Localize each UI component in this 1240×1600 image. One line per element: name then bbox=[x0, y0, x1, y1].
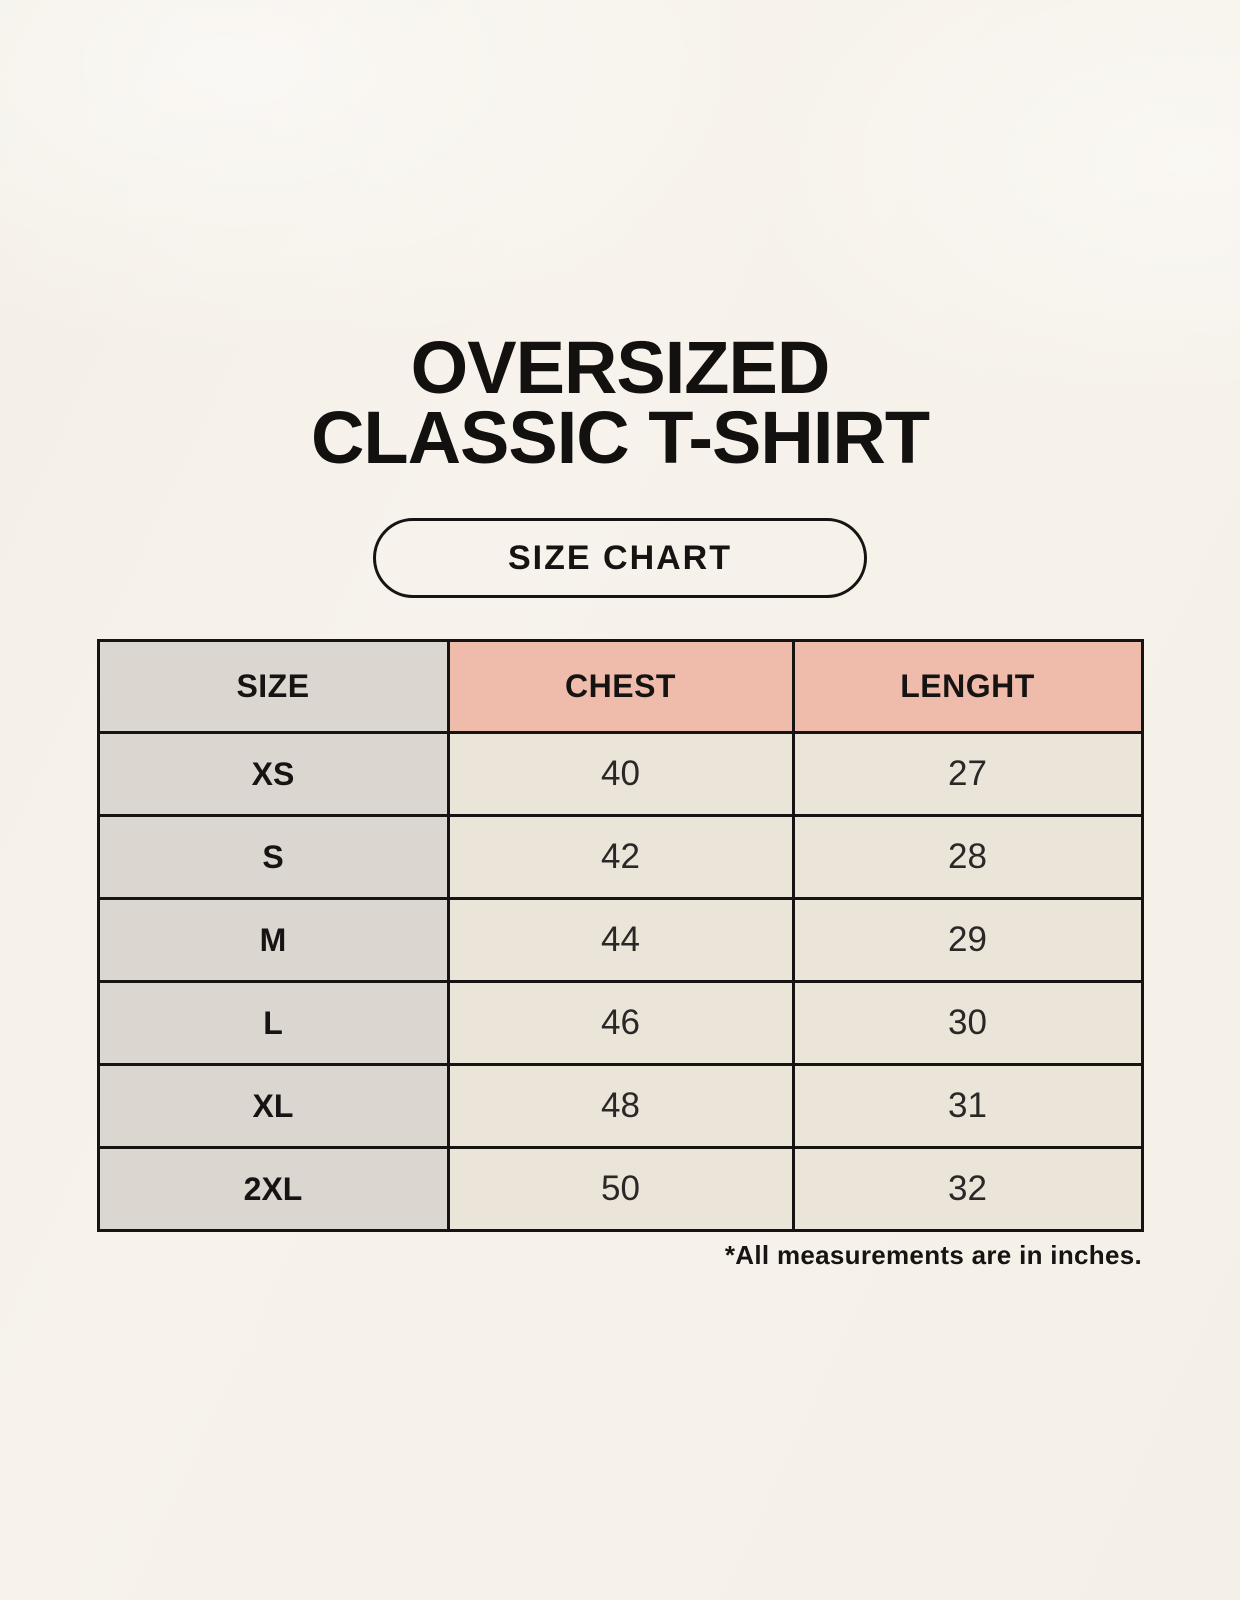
chest-value: 50 bbox=[446, 1146, 795, 1232]
size-chart-badge[interactable]: SIZE CHART bbox=[373, 518, 867, 598]
page-title: OVERSIZED CLASSIC T-SHIRT bbox=[0, 0, 1240, 475]
chest-value: 46 bbox=[446, 980, 795, 1066]
size-label: XL bbox=[96, 1063, 450, 1149]
table-row: 2XL 50 32 bbox=[96, 1146, 1144, 1232]
measurements-footnote: *All measurements are in inches. bbox=[724, 1240, 1142, 1270]
size-label: S bbox=[96, 814, 450, 900]
chest-value: 44 bbox=[446, 897, 795, 983]
column-header-size: SIZE bbox=[96, 639, 450, 734]
table-row: S 42 28 bbox=[96, 814, 1144, 900]
size-label: M bbox=[96, 897, 450, 983]
size-label: XS bbox=[96, 731, 450, 817]
table-header-row: SIZE CHEST LENGHT bbox=[96, 639, 1144, 734]
table-row: L 46 30 bbox=[96, 980, 1144, 1066]
lenght-value: 27 bbox=[791, 731, 1144, 817]
chest-value: 42 bbox=[446, 814, 795, 900]
lenght-value: 29 bbox=[791, 897, 1144, 983]
size-chart-badge-label: SIZE CHART bbox=[508, 538, 732, 577]
page-title-line2: CLASSIC T-SHIRT bbox=[310, 396, 930, 479]
lenght-value: 31 bbox=[791, 1063, 1144, 1149]
lenght-value: 30 bbox=[791, 980, 1144, 1066]
size-chart-table: SIZE CHEST LENGHT XS 40 27 S 42 28 M 44 … bbox=[96, 639, 1144, 1232]
column-header-lenght: LENGHT bbox=[791, 639, 1144, 734]
lenght-value: 32 bbox=[791, 1146, 1144, 1232]
size-label: 2XL bbox=[96, 1146, 450, 1232]
chest-value: 48 bbox=[446, 1063, 795, 1149]
size-label: L bbox=[96, 980, 450, 1066]
table-row: XL 48 31 bbox=[96, 1063, 1144, 1149]
lenght-value: 28 bbox=[791, 814, 1144, 900]
column-header-chest: CHEST bbox=[446, 639, 795, 734]
table-row: XS 40 27 bbox=[96, 731, 1144, 817]
chest-value: 40 bbox=[446, 731, 795, 817]
table-row: M 44 29 bbox=[96, 897, 1144, 983]
page-title-line1: OVERSIZED bbox=[410, 326, 831, 409]
